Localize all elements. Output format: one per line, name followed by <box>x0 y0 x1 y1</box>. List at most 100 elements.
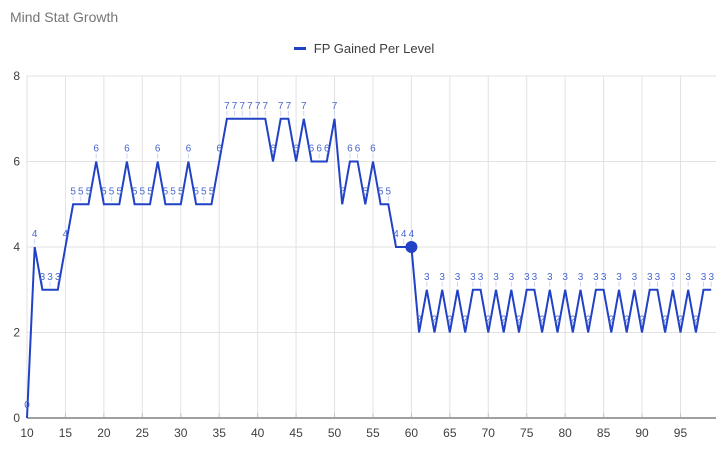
y-tick-label: 2 <box>13 326 20 340</box>
data-label: 3 <box>424 272 430 283</box>
data-label: 5 <box>78 186 84 197</box>
x-tick-label: 55 <box>366 426 380 440</box>
data-label: 7 <box>301 101 307 112</box>
data-label: 2 <box>516 315 522 326</box>
data-label: 5 <box>386 186 392 197</box>
data-label: 6 <box>309 144 315 155</box>
data-label: 6 <box>155 144 161 155</box>
y-tick-label: 0 <box>13 411 20 425</box>
data-label: 6 <box>355 144 361 155</box>
data-label: 3 <box>509 272 515 283</box>
data-label: 3 <box>455 272 461 283</box>
data-label: 3 <box>547 272 553 283</box>
data-label: 3 <box>632 272 638 283</box>
data-label: 5 <box>109 186 115 197</box>
x-tick-label: 25 <box>136 426 150 440</box>
data-label: 5 <box>193 186 199 197</box>
x-tick-label: 45 <box>289 426 303 440</box>
data-label: 3 <box>708 272 714 283</box>
x-tick-label: 90 <box>635 426 649 440</box>
data-label: 7 <box>332 101 338 112</box>
data-label: 2 <box>570 315 576 326</box>
data-label: 3 <box>655 272 661 283</box>
x-tick-label: 35 <box>213 426 227 440</box>
data-label: 2 <box>693 315 699 326</box>
selected-point-dot[interactable] <box>405 241 418 253</box>
data-label: 6 <box>93 144 99 155</box>
data-label: 5 <box>201 186 207 197</box>
data-label: 2 <box>662 315 668 326</box>
data-label: 2 <box>485 315 491 326</box>
data-label: 3 <box>470 272 476 283</box>
data-label: 6 <box>324 144 330 155</box>
data-label: 3 <box>562 272 568 283</box>
x-tick-label: 10 <box>20 426 34 440</box>
data-label: 6 <box>270 144 276 155</box>
y-tick-label: 4 <box>13 240 20 254</box>
data-label: 6 <box>293 144 299 155</box>
data-label: 3 <box>578 272 584 283</box>
data-label: 3 <box>685 272 691 283</box>
x-tick-label: 20 <box>97 426 111 440</box>
series-line[interactable] <box>26 117 712 419</box>
data-label: 4 <box>32 229 38 240</box>
data-label: 3 <box>478 272 484 283</box>
data-label: 5 <box>101 186 107 197</box>
x-tick-label: 60 <box>405 426 419 440</box>
data-label: 7 <box>224 101 230 112</box>
data-label: 7 <box>286 101 292 112</box>
data-label: 7 <box>263 101 269 112</box>
data-label: 5 <box>86 186 92 197</box>
data-label: 3 <box>55 272 61 283</box>
data-label: 3 <box>616 272 622 283</box>
data-label: 4 <box>63 229 69 240</box>
data-label: 4 <box>401 229 407 240</box>
x-tick-label: 80 <box>558 426 572 440</box>
data-label: 6 <box>124 144 130 155</box>
data-label: 3 <box>47 272 53 283</box>
data-label: 3 <box>593 272 599 283</box>
data-label: 7 <box>239 101 245 112</box>
data-label: 5 <box>140 186 146 197</box>
data-label: 3 <box>532 272 538 283</box>
data-label: 2 <box>416 315 422 326</box>
data-label: 3 <box>493 272 499 283</box>
data-label: 4 <box>409 229 415 240</box>
chart-title: Mind Stat Growth <box>10 9 119 25</box>
x-tick-label: 15 <box>59 426 73 440</box>
data-label: 2 <box>609 315 615 326</box>
data-label: 7 <box>255 101 261 112</box>
x-tick-label: 75 <box>520 426 534 440</box>
data-label: 2 <box>462 315 468 326</box>
y-tick-label: 6 <box>13 155 20 169</box>
data-label: 6 <box>216 144 222 155</box>
data-label: 2 <box>447 315 453 326</box>
data-label: 5 <box>132 186 138 197</box>
data-label: 3 <box>670 272 676 283</box>
data-label: 6 <box>186 144 192 155</box>
x-tick-label: 30 <box>174 426 188 440</box>
data-label: 6 <box>370 144 376 155</box>
data-label: 5 <box>163 186 169 197</box>
x-tick-label: 70 <box>482 426 496 440</box>
data-label: 7 <box>247 101 253 112</box>
data-label: 7 <box>232 101 238 112</box>
data-label: 3 <box>701 272 707 283</box>
data-label: 2 <box>639 315 645 326</box>
data-label: 4 <box>393 229 399 240</box>
data-label: 5 <box>339 186 345 197</box>
legend-swatch <box>293 46 306 50</box>
data-label: 6 <box>316 144 322 155</box>
data-label: 5 <box>378 186 384 197</box>
y-tick-label: 8 <box>13 69 20 83</box>
data-label: 7 <box>278 101 284 112</box>
data-label: 5 <box>147 186 153 197</box>
data-label: 2 <box>555 315 561 326</box>
data-label: 5 <box>362 186 368 197</box>
data-label: 6 <box>347 144 353 155</box>
data-label: 2 <box>678 315 684 326</box>
data-label: 0 <box>24 400 30 411</box>
x-tick-label: 85 <box>597 426 611 440</box>
x-tick-label: 40 <box>251 426 265 440</box>
